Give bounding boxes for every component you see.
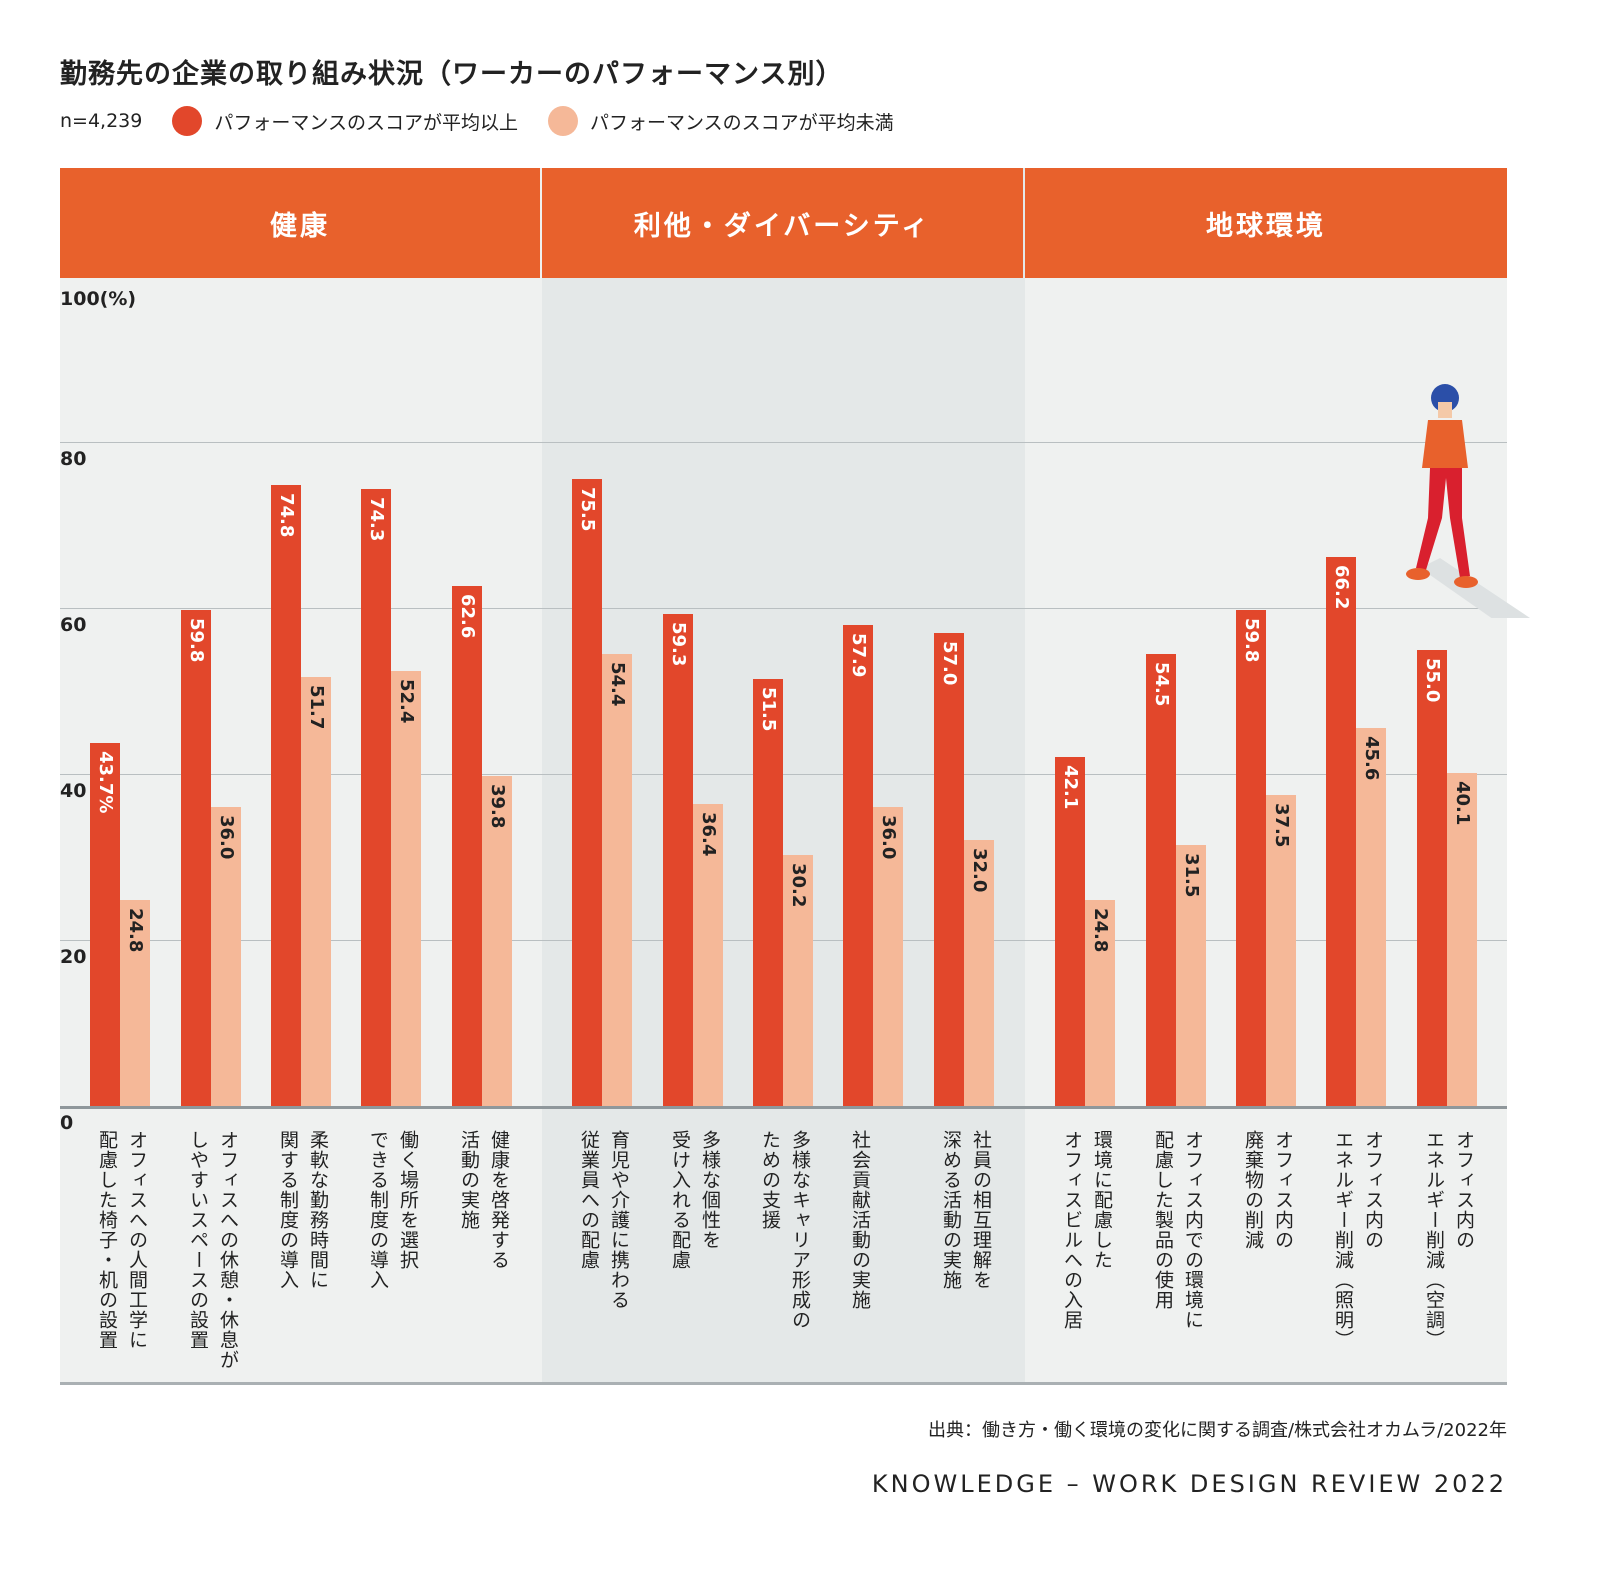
bar-above bbox=[934, 632, 964, 1106]
value-label-above: 51.5 bbox=[758, 686, 779, 731]
value-label-below: 32.0 bbox=[969, 848, 990, 893]
bar-below bbox=[1176, 844, 1206, 1106]
bar-below bbox=[1356, 727, 1386, 1106]
chart-area: 100(%) 80 60 40 20 0 健康 43.7% 24.8 オフィスへの人間工学に 配慮… bbox=[60, 168, 1530, 1385]
value-label-below: 24.8 bbox=[125, 908, 146, 953]
y-tick-label: 20 bbox=[60, 946, 87, 968]
value-label-above: 62.6 bbox=[457, 594, 478, 639]
gridline bbox=[60, 608, 1507, 609]
value-label-above: 59.8 bbox=[186, 617, 207, 663]
value-label-above: 55.0 bbox=[1422, 657, 1443, 702]
bar-above bbox=[753, 678, 783, 1106]
value-label-above: 74.3 bbox=[366, 497, 387, 542]
y-tick-label: 60 bbox=[60, 614, 87, 636]
category-label: オフィス内の 廃棄物の削減 bbox=[1242, 1130, 1294, 1250]
chart-title: 勤務先の企業の取り組み状況（ワーカーのパフォーマンス別） bbox=[60, 59, 844, 90]
bar-above bbox=[1055, 756, 1085, 1106]
value-label-above: 59.3 bbox=[668, 621, 689, 667]
value-label-below: 52.4 bbox=[396, 679, 417, 724]
value-label-below: 31.5 bbox=[1181, 852, 1202, 897]
bar-above bbox=[663, 613, 693, 1106]
y-tick-label: 80 bbox=[60, 448, 87, 470]
bar-above bbox=[1146, 653, 1176, 1106]
bar-below bbox=[693, 803, 723, 1106]
bar-above bbox=[181, 609, 211, 1106]
y-tick-label: 0 bbox=[60, 1112, 74, 1134]
x-axis-baseline bbox=[60, 1106, 1507, 1109]
legend-label-below: パフォーマンスのスコアが平均未満 bbox=[589, 111, 894, 134]
section-header: 地球環境 bbox=[1025, 168, 1507, 278]
source-note: 出典：働き方・働く環境の変化に関する調査/株式会社オカムラ/2022年 bbox=[927, 1420, 1507, 1441]
bar-below bbox=[964, 840, 994, 1106]
value-label-below: 54.4 bbox=[607, 662, 628, 707]
bar-above bbox=[361, 489, 391, 1106]
bar-below bbox=[873, 807, 903, 1106]
bar-above bbox=[1236, 609, 1266, 1106]
value-label-below: 51.7 bbox=[306, 684, 327, 730]
value-label-below: 37.5 bbox=[1271, 802, 1292, 848]
value-label-below: 40.1 bbox=[1452, 781, 1473, 826]
category-label: オフィスへの休憩・休息が しやすいスペースの設置 bbox=[187, 1130, 239, 1370]
bar-below bbox=[482, 775, 512, 1106]
bar-above bbox=[271, 485, 301, 1106]
legend: n=4,239 パフォーマンスのスコアが平均以上 パフォーマンスのスコアが平均未… bbox=[60, 106, 894, 136]
bar-below bbox=[391, 671, 421, 1106]
category-label: 多様な個性を 受け入れる配慮 bbox=[669, 1130, 721, 1270]
value-label-below: 36.0 bbox=[878, 815, 899, 860]
value-label-below: 36.0 bbox=[216, 815, 237, 860]
value-label-above: 54.5 bbox=[1151, 661, 1172, 707]
brand-footer: KNOWLEDGE – WORK DESIGN REVIEW 2022 bbox=[871, 1470, 1507, 1498]
section-header: 利他・ダイバーシティ bbox=[542, 168, 1023, 278]
value-label-below: 39.8 bbox=[487, 783, 508, 829]
value-label-above: 57.0 bbox=[939, 640, 960, 686]
value-label-below: 24.8 bbox=[1090, 908, 1111, 953]
bar-below bbox=[211, 807, 241, 1106]
bar-below bbox=[783, 855, 813, 1106]
value-label-above: 74.8 bbox=[276, 493, 297, 538]
category-label: 社会貢献活動の実施 bbox=[849, 1130, 871, 1310]
value-label-below: 36.4 bbox=[698, 811, 719, 857]
sample-size: n=4,239 bbox=[60, 110, 143, 132]
y-tick-label: 100(%) bbox=[60, 288, 137, 310]
person-illustration bbox=[1400, 378, 1530, 638]
category-label: オフィスへの人間工学に 配慮した椅子・机の設置 bbox=[96, 1130, 148, 1350]
value-label-above: 57.9 bbox=[848, 633, 869, 678]
legend-label-above: パフォーマンスのスコアが平均以上 bbox=[214, 111, 518, 134]
bar-above bbox=[1326, 556, 1356, 1106]
bar-above bbox=[843, 625, 873, 1106]
value-label-above: 59.8 bbox=[1241, 617, 1262, 663]
category-label: 環境に配慮した オフィスビルへの入居 bbox=[1061, 1130, 1113, 1330]
bar-below bbox=[1447, 773, 1477, 1106]
gridline bbox=[60, 442, 1507, 443]
category-label: オフィス内の エネルギー削減（空調） bbox=[1423, 1130, 1475, 1350]
bar-below bbox=[602, 654, 632, 1106]
value-label-below: 45.6 bbox=[1361, 735, 1382, 780]
bar-below bbox=[301, 676, 331, 1106]
category-label: 社員の相互理解を 深める活動の実施 bbox=[940, 1130, 992, 1290]
category-label: 多様なキャリア形成の ための支援 bbox=[759, 1130, 811, 1330]
bar-above bbox=[90, 743, 120, 1106]
value-label-above: 42.1 bbox=[1060, 764, 1081, 809]
category-label: 育児や介護に携わる 従業員への配慮 bbox=[578, 1130, 630, 1310]
value-label-above: 75.5 bbox=[577, 487, 598, 532]
value-label-below: 30.2 bbox=[788, 863, 809, 908]
category-label: 働く場所を選択 できる制度の導入 bbox=[367, 1130, 419, 1290]
legend-swatch-below bbox=[547, 106, 578, 136]
value-label-above: 43.7% bbox=[95, 751, 116, 814]
gridline bbox=[60, 774, 1507, 775]
bar-below bbox=[1085, 900, 1115, 1106]
section-header: 健康 bbox=[60, 168, 540, 278]
category-label: 健康を啓発する 活動の実施 bbox=[458, 1130, 510, 1270]
bar-below bbox=[120, 900, 150, 1106]
bar-above bbox=[1417, 649, 1447, 1106]
category-label: 柔軟な勤務時間に 関する制度の導入 bbox=[277, 1130, 329, 1290]
value-label-above: 66.2 bbox=[1331, 564, 1352, 609]
bar-below bbox=[1266, 794, 1296, 1106]
y-tick-label: 40 bbox=[60, 780, 87, 802]
category-label: オフィス内の エネルギー削減（照明） bbox=[1332, 1130, 1384, 1350]
bar-above bbox=[452, 586, 482, 1106]
legend-swatch-above bbox=[172, 106, 203, 136]
category-label: オフィス内での環境に 配慮した製品の使用 bbox=[1152, 1130, 1204, 1330]
bar-above bbox=[572, 479, 602, 1106]
